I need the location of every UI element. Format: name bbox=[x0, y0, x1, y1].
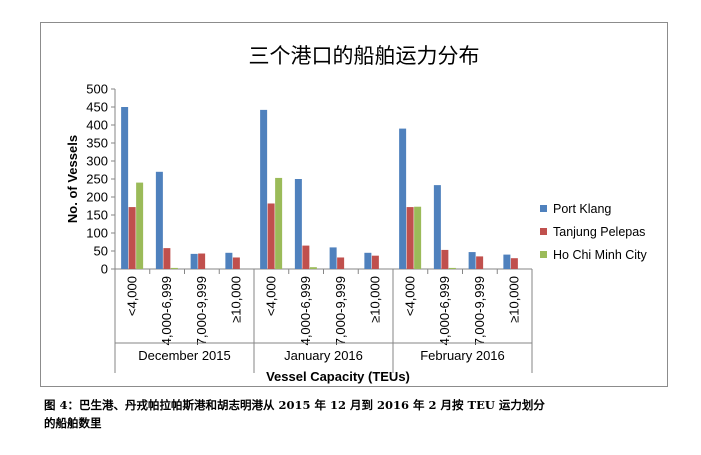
x-category-label: ≥10,000 bbox=[507, 276, 522, 323]
bar-tanjung-pelepas bbox=[406, 207, 414, 269]
bar-port-klang bbox=[260, 109, 268, 269]
bar-port-klang bbox=[364, 252, 372, 269]
bar-tanjung-pelepas bbox=[128, 207, 136, 269]
bar-port-klang bbox=[225, 252, 233, 269]
x-category-label: <4,000 bbox=[402, 276, 417, 316]
x-category-label: <4,000 bbox=[263, 276, 278, 316]
y-tick-label: 200 bbox=[86, 190, 108, 205]
y-tick-label: 350 bbox=[86, 136, 108, 151]
x-category-label: 7,000-9,999 bbox=[472, 276, 487, 345]
bar-tanjung-pelepas bbox=[371, 255, 379, 269]
x-category-label: 7,000-9,999 bbox=[333, 276, 348, 345]
legend-swatch bbox=[540, 251, 547, 258]
bar-port-klang bbox=[399, 128, 407, 269]
caption-line-2: 的船舶数里 bbox=[44, 416, 102, 430]
y-tick-label: 250 bbox=[86, 172, 108, 187]
bar-tanjung-pelepas bbox=[163, 248, 171, 269]
bar-port-klang bbox=[329, 247, 337, 269]
chart-canvas: 三个港口的船舶运力分布 0 50 100 150 200 250 300 350 400 450 50… bbox=[65, 44, 648, 384]
x-category-label: ≥10,000 bbox=[229, 276, 244, 323]
x-category-label: ≥10,000 bbox=[368, 276, 383, 323]
x-axis-title: Vessel Capacity (TEUs) bbox=[266, 369, 410, 384]
bar-port-klang bbox=[121, 107, 129, 269]
y-axis-title: No. of Vessels bbox=[65, 135, 80, 223]
x-category-label: 4,000-6,999 bbox=[159, 276, 174, 345]
bar-tanjung-pelepas bbox=[337, 257, 345, 269]
x-category-label: 7,000-9,999 bbox=[194, 276, 209, 345]
bar-ho-chi-minh-city bbox=[136, 182, 144, 269]
bar-ho-chi-minh-city bbox=[275, 177, 283, 269]
legend-swatch bbox=[540, 205, 547, 212]
bar-tanjung-pelepas bbox=[302, 245, 310, 269]
legend-swatch bbox=[540, 228, 547, 235]
y-tick-label: 300 bbox=[86, 154, 108, 169]
x-category-label: <4,000 bbox=[124, 276, 139, 316]
bar-port-klang bbox=[294, 179, 302, 269]
bar-ho-chi-minh-city bbox=[309, 267, 317, 269]
y-tick-label: 450 bbox=[86, 100, 108, 115]
chart-title: 三个港口的船舶运力分布 bbox=[249, 44, 480, 68]
bar-tanjung-pelepas bbox=[267, 203, 275, 269]
chart-frame: 三个港口的船舶运力分布 0 50 100 150 200 250 300 350 400 450 50… bbox=[40, 22, 668, 387]
legend-label: Tanjung Pelepas bbox=[553, 225, 645, 239]
bar-ho-chi-minh-city bbox=[448, 267, 456, 269]
bar-port-klang bbox=[155, 171, 163, 269]
x-category-label: 4,000-6,999 bbox=[437, 276, 452, 345]
x-group-label: January 2016 bbox=[284, 348, 363, 363]
bar-port-klang bbox=[503, 254, 511, 269]
y-tick-label: 400 bbox=[86, 118, 108, 133]
y-tick-label: 150 bbox=[86, 208, 108, 223]
bar-port-klang bbox=[468, 252, 476, 269]
y-tick-label: 100 bbox=[86, 226, 108, 241]
bar-tanjung-pelepas bbox=[510, 258, 518, 269]
x-group-label: February 2016 bbox=[420, 348, 505, 363]
bar-tanjung-pelepas bbox=[232, 257, 240, 269]
legend-label: Ho Chi Minh City bbox=[553, 248, 648, 262]
bar-port-klang bbox=[190, 253, 198, 269]
bar-tanjung-pelepas bbox=[476, 256, 484, 269]
bar-ho-chi-minh-city bbox=[170, 267, 178, 269]
bar-ho-chi-minh-city bbox=[414, 206, 422, 269]
legend-label: Port Klang bbox=[553, 202, 611, 216]
y-tick-label: 500 bbox=[86, 82, 108, 97]
y-tick-label: 0 bbox=[101, 262, 108, 277]
figure-caption: 图 4：巴生港、丹戎帕拉帕斯港和胡志明港从 2015 年 12 月到 2016 … bbox=[44, 396, 654, 432]
bar-tanjung-pelepas bbox=[441, 249, 449, 269]
bar-port-klang bbox=[433, 185, 441, 269]
caption-line-1: 图 4：巴生港、丹戎帕拉帕斯港和胡志明港从 2015 年 12 月到 2016 … bbox=[44, 398, 545, 412]
x-category-label: 4,000-6,999 bbox=[298, 276, 313, 345]
x-group-label: December 2015 bbox=[138, 348, 231, 363]
y-tick-label: 50 bbox=[94, 244, 108, 259]
bar-tanjung-pelepas bbox=[198, 253, 206, 269]
